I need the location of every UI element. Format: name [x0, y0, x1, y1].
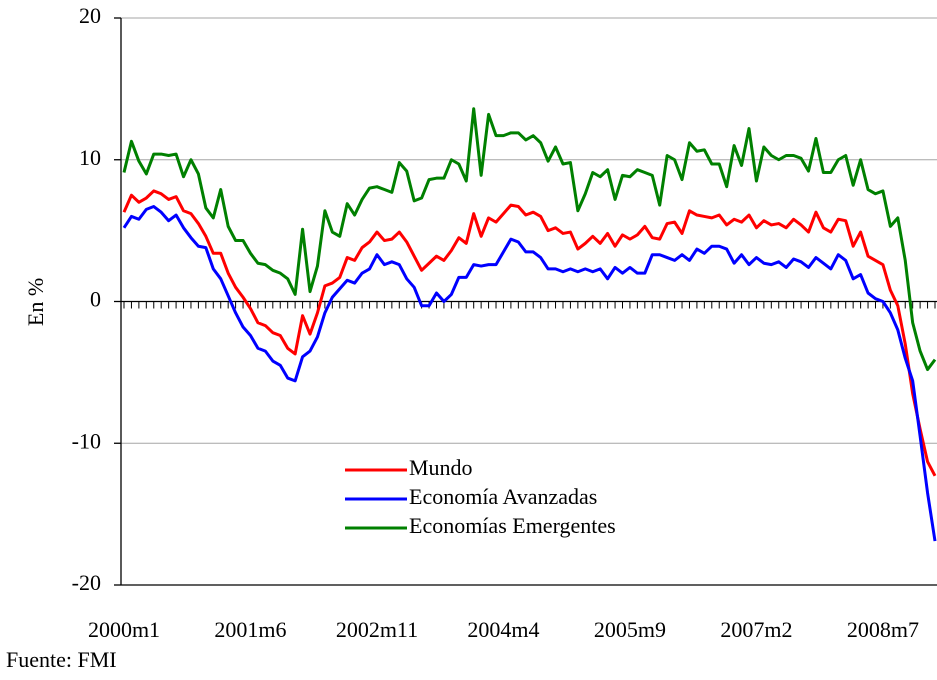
legend-label: Economías Emergentes [409, 513, 616, 538]
y-tick-label: -10 [72, 428, 101, 453]
series-line [122, 189, 937, 477]
y-tick-label: -20 [72, 570, 101, 595]
y-axis-label: En % [23, 278, 48, 326]
series-line [122, 205, 937, 542]
x-tick-label: 2001m6 [214, 617, 286, 642]
x-tick-label: 2000m1 [88, 617, 160, 642]
x-tick-label: 2007m2 [720, 617, 792, 642]
x-tick-label: 2004m4 [467, 617, 539, 642]
source-note: Fuente: FMI [6, 647, 117, 672]
x-tick-label: 2002m11 [336, 617, 418, 642]
x-tick-label: 2005m9 [594, 617, 666, 642]
legend-label: Mundo [409, 455, 473, 480]
y-tick-label: 10 [79, 145, 101, 170]
legend-label: Economía Avanzadas [409, 484, 597, 509]
y-tick-label: 0 [90, 287, 101, 312]
x-tick-label: 2008m7 [847, 617, 919, 642]
series-line [122, 107, 937, 372]
y-tick-label: 20 [79, 3, 101, 28]
